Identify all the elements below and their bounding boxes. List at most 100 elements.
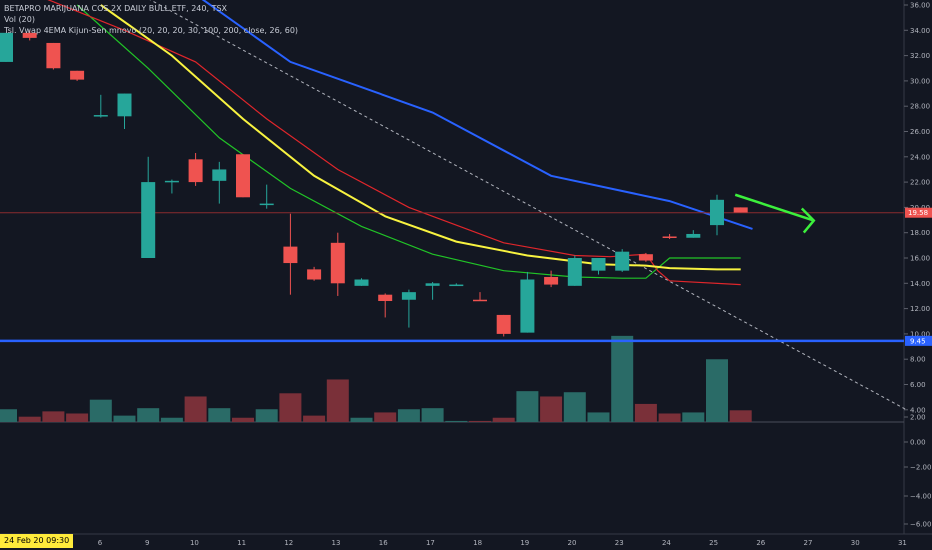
volume-bar [397,409,420,422]
last-price-value: 19.58 [908,209,928,217]
time-tick-label: 11 [237,539,246,547]
volume-tick-label: 0.00 [910,439,926,447]
candle-body [46,42,61,69]
volume-bar [66,413,89,422]
candle-body [615,251,630,271]
candle-body [425,283,440,286]
price-tick-label: 12.00 [910,305,930,313]
price-tick-label: 34.00 [910,27,930,35]
price-tick-label: 28.00 [910,103,930,111]
candle-body [473,299,487,302]
candle-body [662,236,677,238]
candle-body [401,292,416,300]
last-price-tag [905,207,932,218]
volume-bar [516,391,539,422]
volume-indicator-label[interactable]: Vol (20) [4,15,35,24]
candle-body [141,182,156,258]
volume-bar [706,359,728,422]
volume-tick-label: 2.00 [910,414,926,422]
time-tick-label: 17 [426,539,435,547]
blue-ma-line [201,0,753,230]
candle-body [496,314,511,334]
candle-body [544,276,559,285]
price-tick-label: 26.00 [910,128,930,136]
chart-title: BETAPRO MARIJUANA COS 2X DAILY BULL ETF,… [4,4,228,13]
volume-bar [658,413,681,422]
price-tick-label: 4.00 [910,406,926,414]
green-ma-line [76,4,741,279]
volume-bar [326,379,349,422]
candle-body [710,199,724,226]
candle-body [93,115,108,117]
time-tick-label: 12 [284,539,293,547]
volume-bar [421,408,444,422]
time-tick-label: 23 [615,539,624,547]
price-tick-label: 16.00 [910,255,930,263]
trend-arrow-head [800,207,816,234]
time-tick-label: 25 [709,539,718,547]
volume-bar [350,417,373,422]
price-tick-label: 6.00 [910,381,926,389]
volume-bar [42,411,65,422]
volume-bar [492,417,515,422]
time-tick-label: 30 [851,539,860,547]
volume-bar [729,410,752,422]
time-tick-label: 24 [662,539,671,547]
time-tick-label: 27 [804,539,813,547]
candle-body [22,32,37,38]
red-ma-line [47,0,741,286]
candle-body [378,294,393,302]
price-tick-label: 32.00 [910,52,930,60]
candle-body [164,180,179,183]
volume-bar [563,392,586,422]
time-tick-label: 20 [568,539,577,547]
volume-bar [540,396,563,422]
volume-bar [0,409,17,422]
candle-body [70,70,85,80]
volume-bar [682,412,705,422]
price-tick-label: 8.00 [910,356,926,364]
time-tick-label: 26 [756,539,765,547]
time-tick-label: 9 [145,539,149,547]
time-tick-label: 19 [520,539,529,547]
price-tick-label: 18.00 [910,229,930,237]
volume-bar [18,416,41,422]
volume-bar [279,393,302,422]
price-tick-label: 24.00 [910,153,930,161]
candle-body [449,284,464,287]
volume-bar [137,408,160,422]
time-tick-label: 13 [332,539,341,547]
candle-body [686,233,701,238]
volume-bar [445,420,468,422]
candle-body [354,279,369,286]
cursor-date-tag: 24 Feb 20 09:30 [0,534,74,548]
time-tick-label: 10 [190,539,199,547]
ma-indicator-label[interactable]: Tsl. Vwap 4EMA Kijun-Sen mnovo (20, 20, … [4,26,299,35]
volume-bar [113,415,136,422]
volume-bar [587,412,610,422]
time-tick-label: 6 [98,539,103,547]
price-tick-label: 30.00 [910,77,930,85]
candle-body [0,32,13,62]
candle-body [117,93,132,117]
candle-body [212,169,227,181]
volume-bar [634,403,657,422]
trend-arrow-line [734,193,815,222]
time-tick-label: 31 [898,539,907,547]
volume-bar [255,409,278,422]
volume-bar [89,399,112,422]
price-tick-label: 14.00 [910,280,930,288]
yellow-ma-line [100,4,741,271]
price-tick-label: 36.00 [910,2,930,10]
support-price-tag [905,335,932,346]
volume-bar [303,415,326,422]
volume-bar [469,420,491,422]
candle-body [638,254,653,261]
volume-tick-label: −2.00 [910,464,931,472]
price-tick-label: 22.00 [910,179,930,187]
volume-bar [611,335,634,422]
candle-body [307,269,322,280]
volume-bar [208,408,231,422]
candle-body [259,203,274,206]
